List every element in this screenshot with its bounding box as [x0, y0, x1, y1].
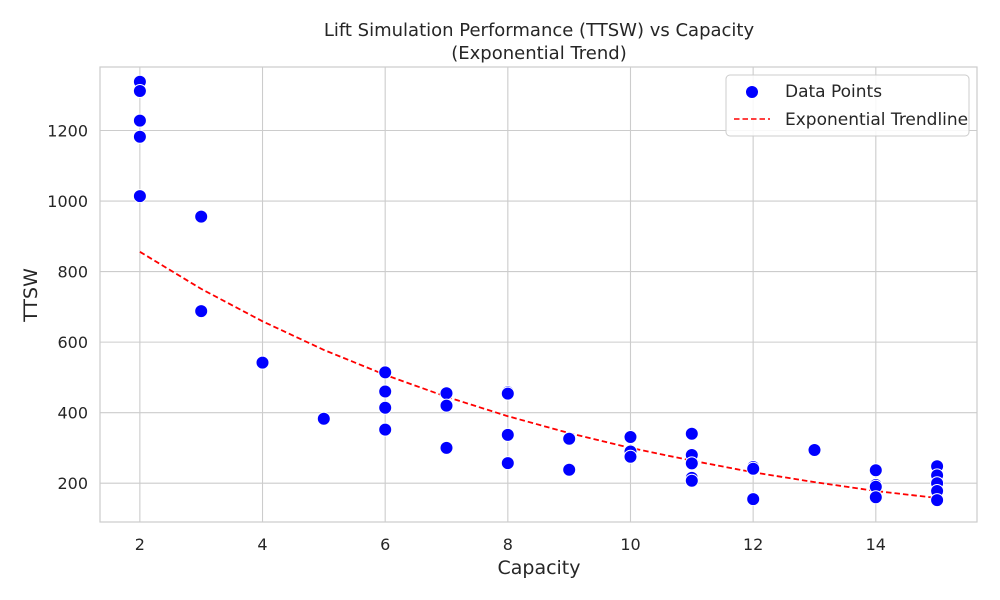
data-point — [439, 398, 454, 413]
exponential-trendline — [139, 251, 938, 499]
x-tick-label: 4 — [257, 535, 267, 554]
data-point — [439, 440, 454, 455]
legend-label-data-points: Data Points — [785, 82, 882, 102]
legend: Data Points Exponential Trendline — [725, 74, 970, 137]
chart-subtitle: (Exponential Trend) — [451, 43, 626, 64]
data-point — [378, 384, 393, 399]
data-point — [500, 456, 515, 471]
data-point — [684, 426, 699, 441]
data-point — [746, 492, 761, 507]
data-point — [378, 365, 393, 380]
y-tick-label: 400 — [57, 404, 88, 423]
data-point — [500, 386, 515, 401]
data-point — [562, 431, 577, 446]
chart-title: Lift Simulation Performance (TTSW) vs Ca… — [324, 20, 755, 41]
trendline-layer — [139, 251, 938, 499]
y-tick-label: 1200 — [47, 121, 88, 140]
x-tick-label: 6 — [380, 535, 390, 554]
data-point — [378, 422, 393, 437]
data-point — [316, 411, 331, 426]
data-point — [562, 462, 577, 477]
data-point — [255, 355, 270, 370]
data-point — [807, 443, 822, 457]
legend-label-trendline: Exponential Trendline — [785, 110, 968, 130]
y-tick-labels: 200 400 600 800 1000 1200 — [47, 121, 88, 493]
plot-frame — [99, 66, 978, 523]
data-point — [194, 304, 209, 319]
x-tick-label: 14 — [866, 535, 886, 554]
y-tick-label: 600 — [57, 333, 88, 352]
y-axis-label: TTSW — [20, 268, 42, 323]
data-point — [623, 430, 638, 444]
data-point — [132, 113, 147, 128]
data-point — [930, 493, 945, 508]
y-tick-label: 200 — [57, 474, 88, 493]
data-point — [684, 456, 699, 471]
data-point — [439, 386, 454, 401]
y-tick-label: 800 — [57, 263, 88, 282]
x-tick-label: 8 — [503, 535, 513, 554]
data-point — [500, 427, 515, 442]
data-point — [623, 449, 638, 464]
data-point — [746, 461, 761, 476]
data-point — [868, 463, 883, 478]
data-point — [132, 129, 147, 144]
data-point — [868, 490, 883, 505]
x-tick-label: 10 — [620, 535, 640, 554]
data-point — [378, 400, 393, 415]
x-tick-labels: 2 4 6 8 10 12 14 — [135, 535, 886, 554]
data-point — [684, 473, 699, 488]
data-points-layer — [132, 74, 945, 508]
y-tick-label: 1000 — [47, 192, 88, 211]
data-point — [132, 189, 147, 204]
data-point — [194, 209, 209, 224]
x-tick-label: 2 — [135, 535, 145, 554]
x-axis-label: Capacity — [497, 557, 580, 579]
data-point — [132, 84, 147, 98]
legend-marker-data-points — [745, 85, 759, 99]
legend-box — [725, 74, 970, 137]
x-tick-label: 12 — [743, 535, 763, 554]
